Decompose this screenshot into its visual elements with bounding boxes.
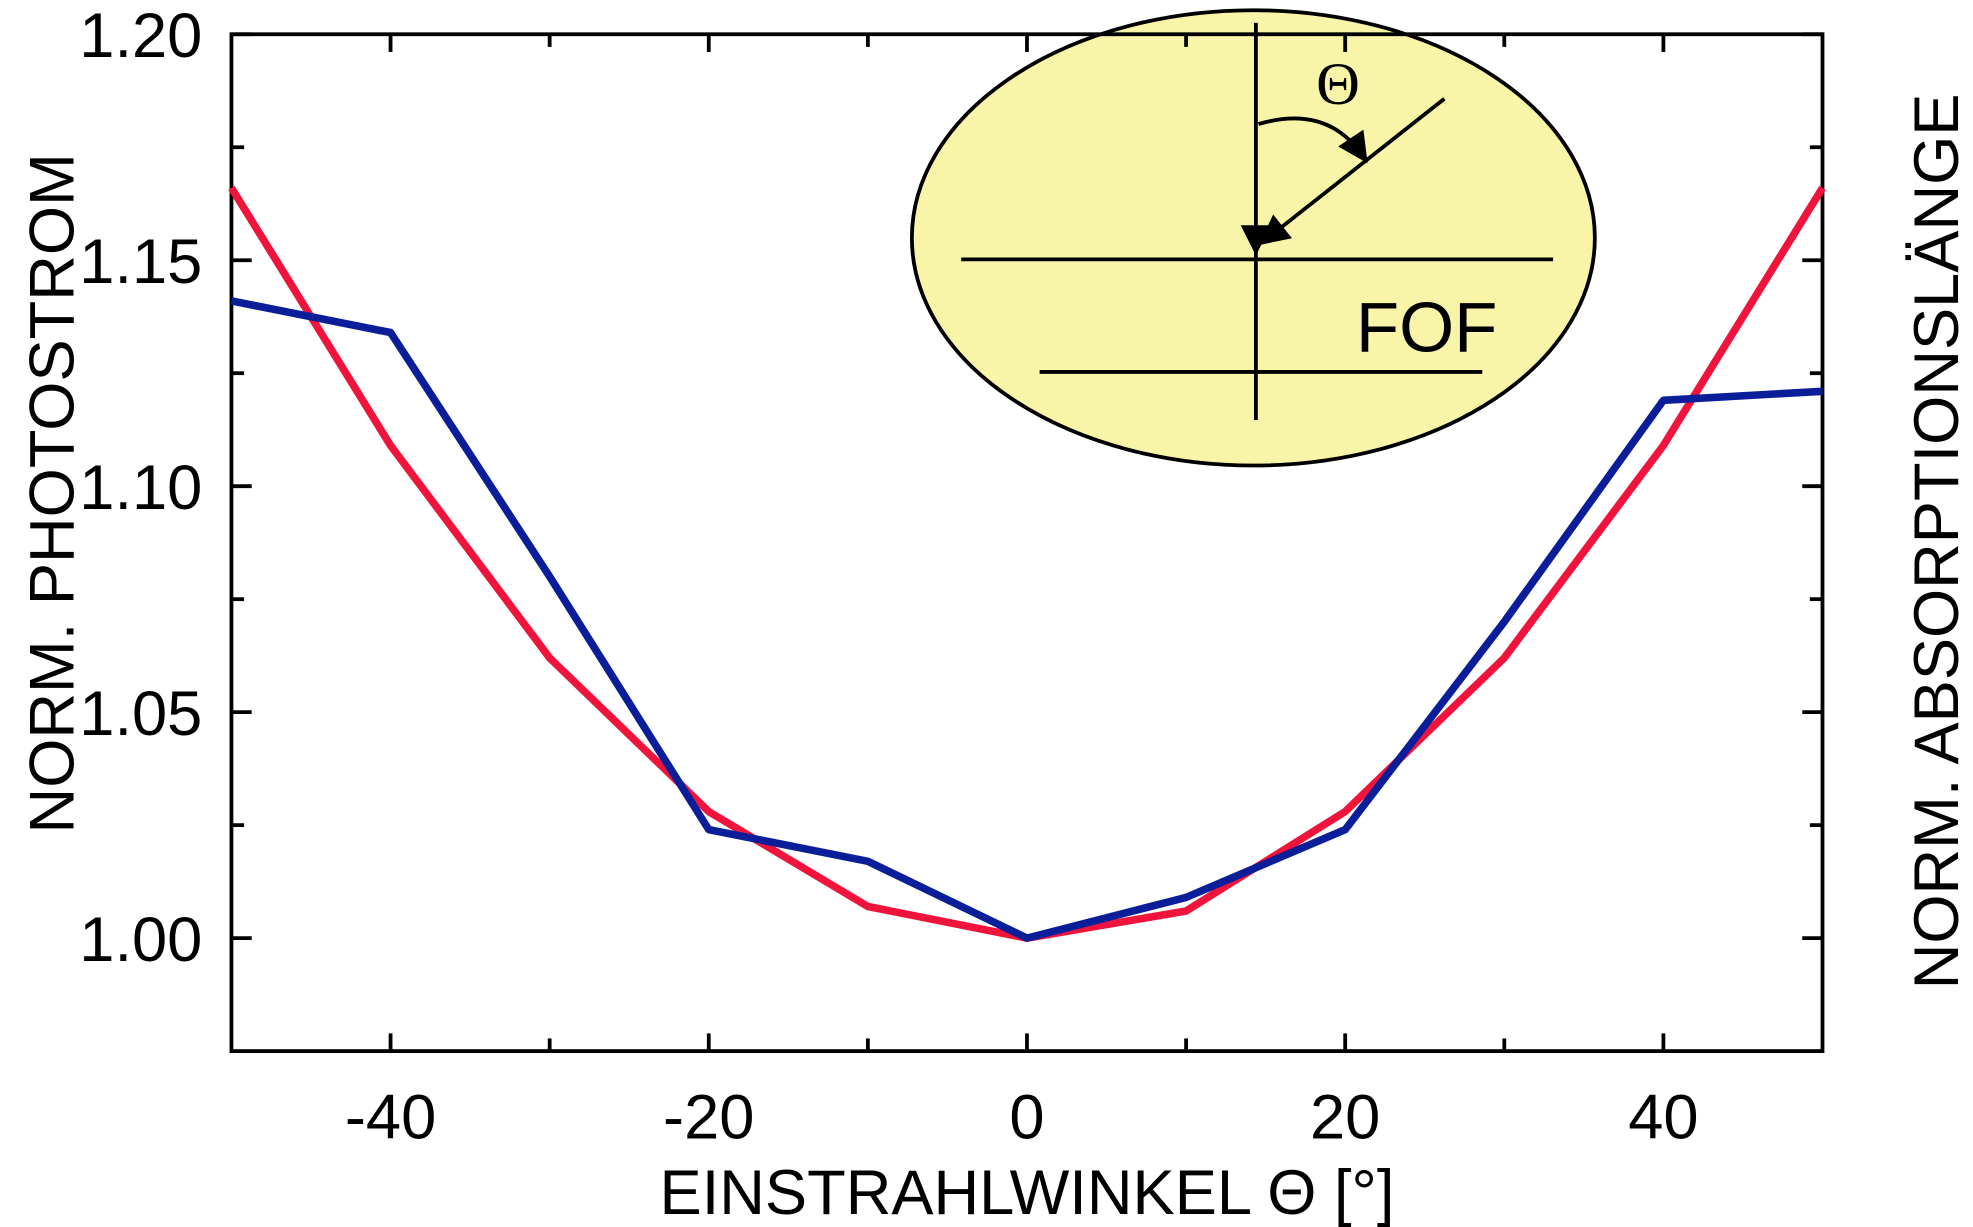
inset-ellipse xyxy=(909,8,1597,468)
y-tick-label: 1.00 xyxy=(79,905,202,975)
y2-axis-title: NORM. ABSORPTIONSLÄNGE xyxy=(1902,94,1972,990)
x-axis-title: EINSTRAHLWINKEL Θ [°] xyxy=(660,1158,1395,1227)
plot-frame xyxy=(229,32,1825,1053)
x-tick-label: -40 xyxy=(345,1082,436,1152)
y-axis-title: NORM. PHOTOSTROM xyxy=(17,153,87,833)
x-tick-label: 20 xyxy=(1310,1082,1380,1152)
angle-arc xyxy=(1257,116,1368,164)
x-tick-label: 0 xyxy=(1009,1082,1044,1152)
y-tick-label: 1.15 xyxy=(79,227,202,297)
series-line xyxy=(230,297,1823,942)
y-tick-label: 1.20 xyxy=(79,1,202,71)
incident-arrow xyxy=(1258,97,1446,246)
angle-label: Θ xyxy=(1316,51,1360,118)
x-tick-label: 40 xyxy=(1628,1082,1698,1152)
inset-diagram: Θ FOF xyxy=(231,8,1823,1052)
y-tick-label: 1.05 xyxy=(79,679,202,749)
inset-label: FOF xyxy=(1356,289,1498,368)
x-tick-label: -20 xyxy=(663,1082,754,1152)
y-tick-label: 1.10 xyxy=(79,453,202,523)
